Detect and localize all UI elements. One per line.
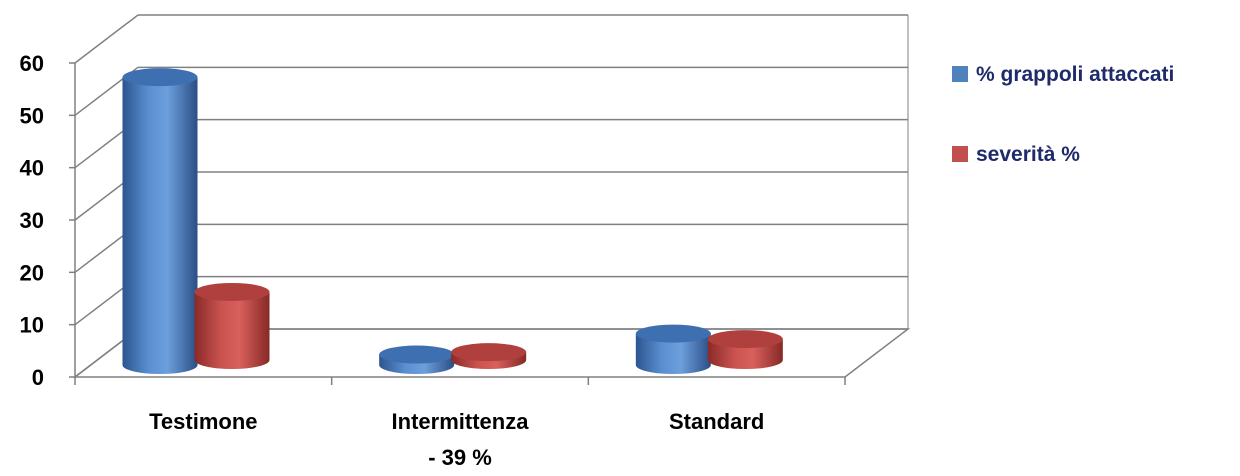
bar-top bbox=[122, 68, 198, 87]
y-tick-label: 40 bbox=[20, 156, 44, 181]
bar-top bbox=[451, 343, 527, 362]
legend-swatch bbox=[952, 146, 968, 162]
bar-body bbox=[194, 291, 270, 369]
bar bbox=[707, 330, 783, 369]
y-tick-label: 0 bbox=[32, 365, 44, 390]
bars bbox=[122, 68, 783, 375]
x-tick-label: Testimone bbox=[149, 409, 257, 434]
x-tick-label: Standard bbox=[669, 409, 764, 434]
legend: % grappoli attaccati severità % bbox=[952, 63, 1174, 166]
x-tick-label: - 39 % bbox=[428, 445, 492, 470]
bar-top bbox=[194, 282, 270, 301]
bar-top bbox=[379, 345, 455, 364]
legend-label: severità % bbox=[976, 143, 1080, 166]
bar bbox=[122, 68, 198, 375]
bar-top bbox=[635, 324, 711, 343]
bar-body bbox=[122, 77, 198, 375]
y-tick-label: 20 bbox=[20, 260, 44, 285]
legend-swatch bbox=[952, 66, 968, 82]
legend-label: % grappoli attaccati bbox=[976, 63, 1174, 86]
gridline-diagonal bbox=[74, 14, 139, 64]
axes bbox=[69, 15, 911, 385]
bar bbox=[451, 343, 527, 369]
x-tick-label: Intermittenza bbox=[392, 409, 530, 434]
labels: 0 10 20 30 40 50 60 Testimone Intermittenza - 39 … bbox=[20, 51, 765, 470]
y-tick-label: 30 bbox=[20, 208, 44, 233]
y-tick-label: 10 bbox=[20, 313, 44, 338]
bar bbox=[194, 282, 270, 369]
y-tick-label: 60 bbox=[20, 51, 44, 76]
bar bbox=[635, 324, 711, 374]
bar-top bbox=[707, 330, 783, 349]
bar-body bbox=[635, 333, 711, 374]
y-tick-label: 50 bbox=[20, 103, 44, 128]
bar bbox=[379, 345, 455, 374]
